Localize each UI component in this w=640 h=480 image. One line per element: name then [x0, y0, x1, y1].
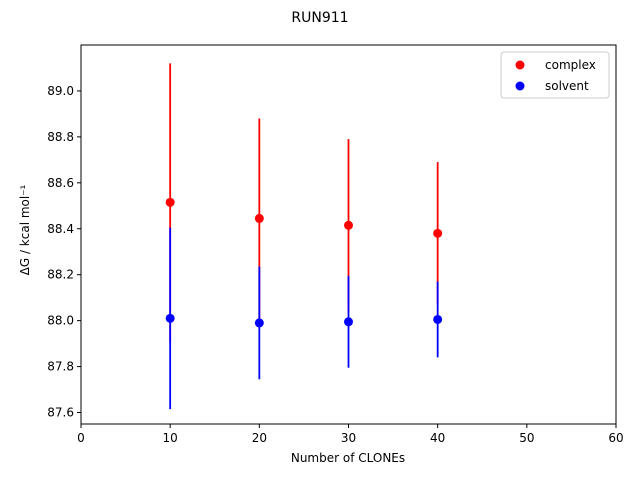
- y-tick-label: 87.8: [47, 360, 74, 374]
- y-axis: 87.6 87.8 88.0 88.2 88.4 88.6 88.8 89.0: [47, 84, 81, 420]
- legend-marker: [515, 81, 525, 91]
- x-tick-label: 60: [608, 431, 623, 445]
- x-tick-label: 20: [252, 431, 267, 445]
- x-axis-label: Number of CLONEs: [291, 451, 405, 465]
- data-point: [344, 317, 353, 327]
- legend-box: [500, 51, 610, 99]
- y-tick-label: 87.6: [47, 406, 74, 420]
- x-tick-label: 50: [519, 431, 534, 445]
- legend-entry: complex: [545, 58, 596, 72]
- data-point: [165, 197, 175, 207]
- plot-area: [165, 63, 443, 410]
- y-tick-label: 89.0: [47, 84, 74, 98]
- y-tick-label: 88.2: [47, 268, 74, 282]
- series-complex: [165, 63, 443, 342]
- chart-title: RUN911: [291, 10, 348, 26]
- data-point: [344, 220, 353, 230]
- data-point: [254, 318, 264, 328]
- y-axis-label: ΔG / kcal mol⁻¹: [18, 184, 32, 275]
- x-tick-label: 0: [77, 431, 85, 445]
- y-tick-label: 88.6: [47, 176, 74, 190]
- data-point: [254, 213, 264, 223]
- y-tick-label: 88.8: [47, 130, 74, 144]
- x-axis: 0 10 20 30 40 50 60: [77, 424, 624, 445]
- x-tick-label: 10: [163, 431, 178, 445]
- data-point: [433, 314, 443, 324]
- x-tick-label: 40: [430, 431, 445, 445]
- y-tick-label: 88.0: [47, 314, 74, 328]
- legend-entry: solvent: [545, 79, 589, 93]
- legend: complex solvent: [500, 51, 610, 99]
- data-point: [433, 228, 443, 238]
- legend-marker: [515, 60, 525, 70]
- data-point: [165, 313, 175, 323]
- y-tick-label: 88.4: [47, 222, 74, 236]
- series-solvent: [165, 227, 443, 410]
- x-tick-label: 30: [341, 431, 356, 445]
